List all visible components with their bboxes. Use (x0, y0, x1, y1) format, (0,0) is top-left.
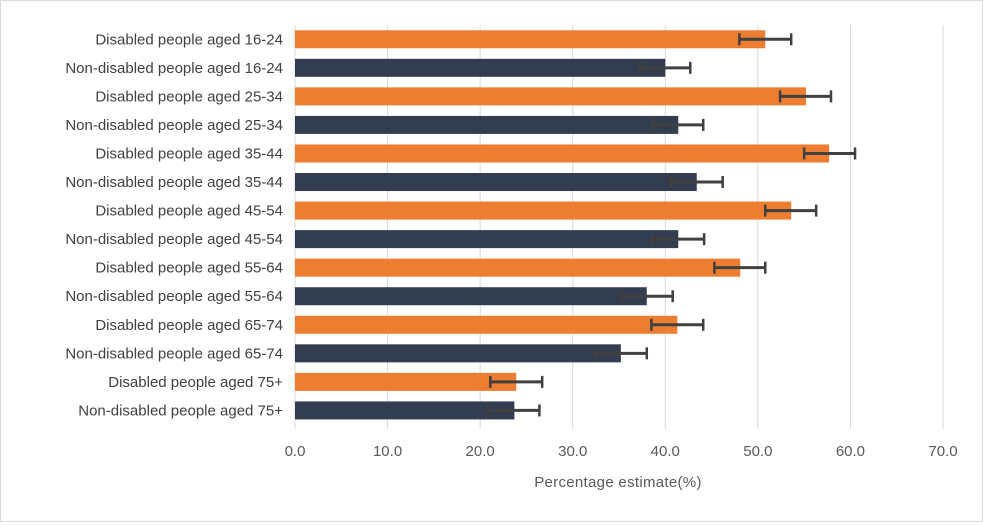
bar (295, 258, 741, 277)
bar (295, 87, 806, 106)
bar (295, 58, 666, 77)
bar (295, 401, 515, 420)
x-tick-label: 10.0 (373, 443, 402, 460)
bar (295, 144, 830, 163)
bars (295, 30, 830, 420)
category-labels: Disabled people aged 16-24 Non-disabled p… (65, 31, 283, 419)
category-label: Disabled people aged 45-54 (95, 203, 283, 220)
x-tick-label: 60.0 (836, 443, 865, 460)
bar (295, 230, 679, 249)
x-tick-labels: 0.0 10.0 20.0 30.0 40.0 50.0 60.0 70.0 (285, 443, 958, 460)
x-tick-label: 70.0 (928, 443, 957, 460)
bar (295, 372, 517, 391)
category-label: Disabled people aged 65-74 (95, 317, 283, 334)
error-bar (487, 404, 541, 417)
error-bars (487, 33, 857, 417)
bar (295, 173, 697, 192)
error-bar (778, 90, 833, 103)
category-label: Non-disabled people aged 55-64 (65, 288, 283, 305)
category-label: Non-disabled people aged 45-54 (65, 231, 283, 248)
category-label: Disabled people aged 35-44 (95, 145, 283, 162)
category-label: Non-disabled people aged 75+ (78, 402, 283, 419)
x-axis-title: Percentage estimate(%) (534, 474, 702, 491)
error-bar (764, 204, 818, 217)
error-bar (802, 147, 857, 160)
bar (295, 115, 679, 134)
category-label: Disabled people aged 55-64 (95, 260, 283, 277)
x-tick-label: 0.0 (285, 443, 306, 460)
bar (295, 315, 678, 334)
x-tick-label: 50.0 (743, 443, 772, 460)
error-bar (651, 233, 706, 246)
bar (295, 287, 647, 306)
category-label: Non-disabled people aged 65-74 (65, 345, 283, 362)
error-bar (489, 375, 544, 388)
bar (295, 30, 766, 49)
error-bar (639, 61, 692, 74)
category-label: Disabled people aged 16-24 (95, 31, 283, 48)
error-bar (669, 176, 724, 189)
category-label: Non-disabled people aged 35-44 (65, 174, 283, 191)
error-bar (713, 261, 767, 274)
x-tick-label: 40.0 (651, 443, 680, 460)
bar (295, 201, 792, 220)
gridlines (294, 25, 944, 429)
error-bar (738, 33, 793, 46)
bar (295, 344, 621, 363)
error-bar (651, 118, 705, 131)
category-label: Disabled people aged 25-34 (95, 88, 283, 105)
category-label: Non-disabled people aged 16-24 (65, 60, 283, 77)
x-tick-label: 20.0 (466, 443, 495, 460)
category-label: Non-disabled people aged 25-34 (65, 117, 283, 134)
error-bar (593, 347, 649, 360)
x-tick-label: 30.0 (558, 443, 587, 460)
category-label: Disabled people aged 75+ (108, 374, 283, 391)
error-bar (650, 318, 705, 331)
error-bar (619, 290, 674, 303)
